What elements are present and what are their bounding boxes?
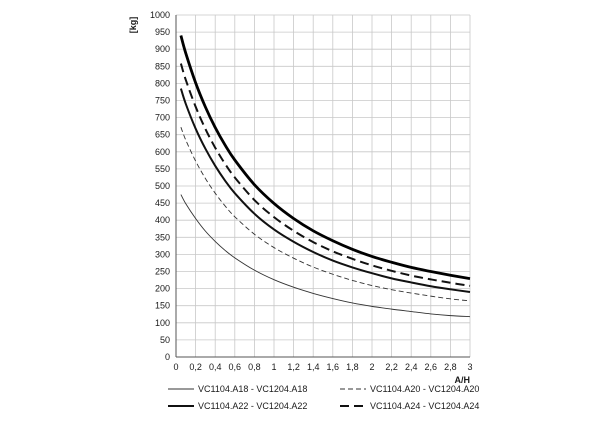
series-line-4 [179, 63, 471, 287]
y-tick-label: 300 [155, 249, 170, 259]
x-tick-label: 1,2 [287, 362, 300, 372]
y-axis-title: [kg] [128, 17, 138, 34]
x-tick-label: 0,2 [189, 362, 202, 372]
x-tick-label: 2,6 [425, 362, 438, 372]
y-tick-label: 900 [155, 44, 170, 54]
x-tick-label: 2,4 [405, 362, 418, 372]
y-tick-label: 350 [155, 232, 170, 242]
y-tick-label: 200 [155, 284, 170, 294]
x-tick-label: 0 [173, 362, 178, 372]
y-tick-label: 650 [155, 130, 170, 140]
y-tick-label: 100 [155, 318, 170, 328]
series-line-3 [179, 88, 471, 294]
y-tick-label: 1000 [150, 10, 170, 20]
x-tick-label: 1,4 [307, 362, 320, 372]
x-tick-label: 0,8 [248, 362, 261, 372]
x-tick-label: 2,2 [385, 362, 398, 372]
x-tick-label: 2,8 [444, 362, 457, 372]
x-tick-label: 1,8 [346, 362, 359, 372]
x-tick-label: 0,4 [209, 362, 222, 372]
legend-label: VC1104.A20 - VC1204.A20 [370, 384, 479, 394]
x-tick-label: 1 [271, 362, 276, 372]
series-line-5 [179, 35, 471, 281]
legend-label: VC1104.A18 - VC1204.A18 [198, 384, 307, 394]
y-tick-label: 450 [155, 198, 170, 208]
x-tick-label: 0,6 [229, 362, 242, 372]
y-tick-label: 0 [165, 352, 170, 362]
legend-label: VC1104.A24 - VC1204.A24 [370, 401, 479, 411]
x-axis-title: A/H [455, 375, 471, 385]
y-tick-label: 850 [155, 61, 170, 71]
series-line-2 [180, 127, 471, 302]
y-tick-label: 50 [160, 335, 170, 345]
y-tick-label: 750 [155, 96, 170, 106]
y-tick-label: 800 [155, 78, 170, 88]
y-tick-label: 150 [155, 301, 170, 311]
x-tick-label: 3 [467, 362, 472, 372]
legend-label: VC1104.A22 - VC1204.A22 [198, 401, 307, 411]
x-tick-label: 2 [369, 362, 374, 372]
y-tick-label: 550 [155, 164, 170, 174]
y-tick-label: 700 [155, 113, 170, 123]
y-tick-label: 600 [155, 147, 170, 157]
y-tick-label: 400 [155, 215, 170, 225]
series-line-1 [180, 194, 471, 318]
y-tick-label: 950 [155, 27, 170, 37]
y-tick-label: 500 [155, 181, 170, 191]
y-tick-label: 250 [155, 267, 170, 277]
x-tick-label: 1,6 [327, 362, 340, 372]
